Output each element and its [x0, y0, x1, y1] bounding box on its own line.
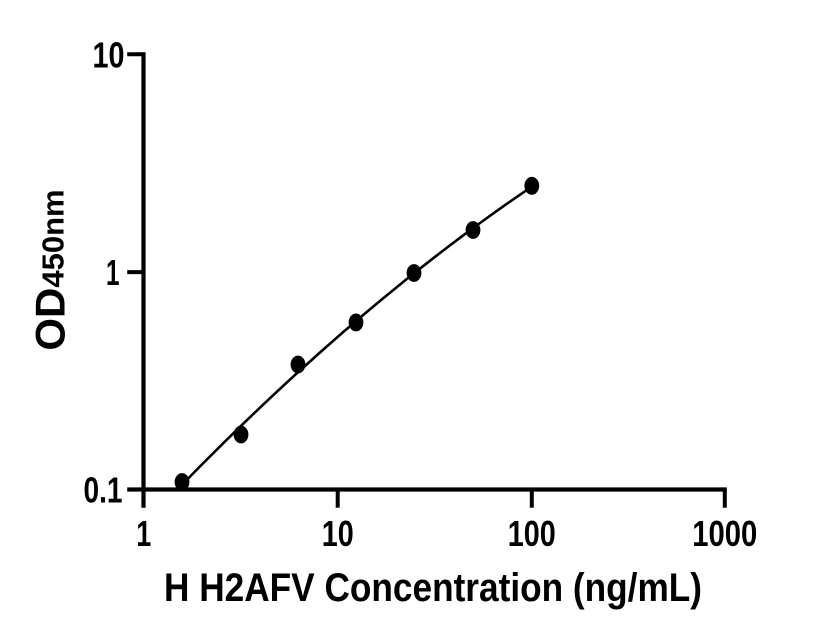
svg-text:1000: 1000	[692, 513, 757, 554]
svg-text:1: 1	[136, 513, 151, 554]
svg-text:OD450nm: OD450nm	[27, 189, 74, 350]
svg-text:0.1: 0.1	[84, 469, 123, 510]
svg-text:10: 10	[93, 35, 125, 76]
svg-text:10: 10	[322, 513, 354, 554]
svg-text:H H2AFV Concentration (ng/mL): H H2AFV Concentration (ng/mL)	[164, 566, 702, 610]
svg-text:100: 100	[508, 513, 556, 554]
svg-text:1: 1	[106, 252, 120, 293]
